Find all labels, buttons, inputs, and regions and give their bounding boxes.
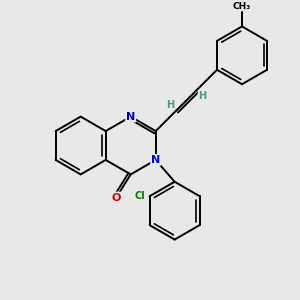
Text: H: H: [167, 100, 175, 110]
Text: O: O: [112, 193, 121, 202]
Text: N: N: [126, 112, 135, 122]
Text: N: N: [151, 155, 160, 165]
Text: Cl: Cl: [134, 191, 145, 201]
Text: CH₃: CH₃: [233, 2, 251, 10]
Text: H: H: [198, 91, 206, 101]
